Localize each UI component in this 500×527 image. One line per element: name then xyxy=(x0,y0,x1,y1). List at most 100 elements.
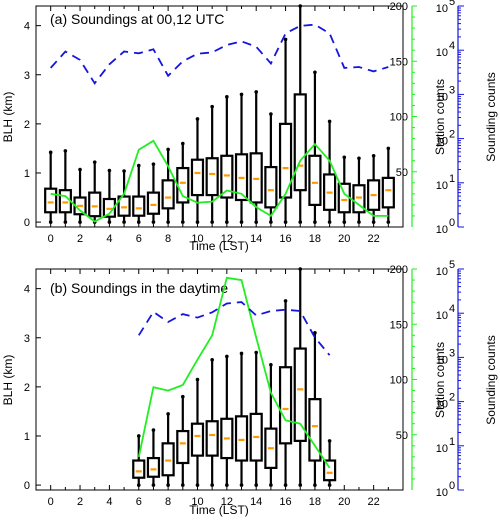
panel-b-whisker-cap-upper xyxy=(151,428,156,432)
panel-a-station-tick-label: 200 xyxy=(390,1,408,13)
panel-a-whisker-cap-lower xyxy=(78,220,82,224)
panel-b-whisker-cap-upper xyxy=(166,412,170,416)
panel-b-whisker-cap-lower xyxy=(136,483,141,487)
panel-a-box xyxy=(234,153,249,202)
panel-a-whisker-cap-upper xyxy=(327,119,332,124)
panel-b-sounding-tick-exponent: 4 xyxy=(449,303,455,315)
panel-a-box xyxy=(308,154,322,207)
panel-b-whisker-cap-lower xyxy=(298,483,303,487)
panel-a-box xyxy=(161,179,175,210)
panel-a-x-tick-label: 4 xyxy=(106,233,112,245)
panel-a-whisker-cap-upper xyxy=(195,117,200,121)
panel-b-box xyxy=(146,456,161,478)
panel-b-station-tick-label: 200 xyxy=(390,264,408,276)
panel-b-sounding-tick-label: 10 xyxy=(436,443,448,455)
panel-a-whisker-cap-lower xyxy=(63,220,68,224)
panel-a-box xyxy=(190,158,205,197)
panel-b-box xyxy=(205,420,219,457)
panel-b-x-tick-label: 6 xyxy=(136,496,142,508)
panel-a-whisker-cap-lower xyxy=(386,220,391,224)
panel-b-sounding-tick-label: 10 xyxy=(436,487,448,499)
panel-a-whisker-cap-lower xyxy=(239,220,244,224)
panel-b-whisker-cap-upper xyxy=(269,362,273,367)
panel-b-x-tick-label: 0 xyxy=(48,496,54,508)
panel-b-sounding-tick-exponent: 1 xyxy=(449,436,455,448)
panel-b-x-tick-label: 8 xyxy=(165,496,171,508)
panel-a-x-tick-label: 16 xyxy=(279,233,291,245)
panel-a-whisker-cap-upper xyxy=(151,162,156,166)
panel-a-whisker-cap-upper xyxy=(254,90,258,94)
panel-b-box xyxy=(234,415,249,462)
panel-b-whisker-cap-lower xyxy=(239,483,244,487)
panel-a-whisker-cap-upper xyxy=(298,4,303,8)
panel-b-whisker-cap-upper xyxy=(254,350,258,355)
panel-a-y-axis-label: BLH (km) xyxy=(1,92,15,143)
panel-a-whisker-cap-lower xyxy=(342,220,347,224)
panel-a-sounding-tick-label: 10 xyxy=(436,91,448,103)
panel-b-whisker-cap-upper xyxy=(239,351,244,356)
panel-a-whisker-cap-lower xyxy=(107,220,112,224)
panel-b-station-count-line xyxy=(137,276,331,469)
panel-a-sounding-tick-label: 10 xyxy=(436,47,448,59)
panel-b-x-tick-label: 4 xyxy=(106,496,112,508)
panel-b-whisker-cap-upper xyxy=(210,358,214,362)
panel-a-whisker-cap-upper xyxy=(225,95,229,99)
panel-a-station-axis-label: Station counts xyxy=(433,79,447,155)
panel-a-box xyxy=(264,165,278,209)
panel-a-sounding-tick-exponent: 2 xyxy=(449,129,455,141)
panel-a-sounding-tick-label: 10 xyxy=(436,3,448,15)
panel-a-whisker-cap-upper xyxy=(92,160,97,164)
panel-b-whisker-cap-upper xyxy=(313,331,317,335)
panel-a-station-count-line xyxy=(50,139,389,223)
panel-b-x-tick-label: 14 xyxy=(250,496,262,508)
panel-a-whisker-cap-lower xyxy=(122,220,126,224)
panel-a-box xyxy=(117,195,131,217)
panel-a-whisker-cap-lower xyxy=(371,220,376,224)
panel-a-whisker-cap-lower xyxy=(254,220,258,224)
panel-a-whisker-cap-lower xyxy=(151,220,156,224)
panel-b-whisker-cap-lower xyxy=(254,483,258,487)
panel-a-sounding-axis-label: Sounding counts xyxy=(484,72,498,161)
panel-b-x-tick-label: 20 xyxy=(338,496,350,508)
panel-a-x-tick-label: 22 xyxy=(368,233,380,245)
panel-a-y-tick-label: 1 xyxy=(24,168,30,180)
panel-a-whisker-cap-upper xyxy=(239,92,244,97)
panel-b-sounding-tick-label: 10 xyxy=(436,354,448,366)
panel-a-whisker-cap-lower xyxy=(313,220,317,224)
panel-b-x-axis-label: Time (LST) xyxy=(189,503,249,517)
panel-a-whisker-cap-lower xyxy=(298,220,303,224)
panel-b-whisker-cap-lower xyxy=(225,483,229,487)
panel-a-x-tick-label: 6 xyxy=(136,233,142,245)
panel-b-whisker-cap-lower xyxy=(313,483,317,487)
panel-b-whisker-cap-lower xyxy=(151,483,156,487)
panel-a-whisker-cap-lower xyxy=(195,220,200,224)
panel-a-whisker-cap-upper xyxy=(107,168,112,173)
panel-a-whisker-cap-lower xyxy=(327,220,332,224)
panel-b-whisker-cap-upper xyxy=(298,267,303,271)
panel-a-x-tick-label: 2 xyxy=(77,233,83,245)
panel-a-whisker-cap-upper xyxy=(78,167,82,172)
panel-a-box xyxy=(205,157,219,197)
panel-a-sounding-tick-label: 10 xyxy=(436,180,448,192)
panel-a-whisker-cap-upper xyxy=(371,153,376,158)
panel-a-sounding-count-line xyxy=(50,23,389,85)
panel-b-box xyxy=(132,459,146,479)
panel-b-y-tick-label: 4 xyxy=(24,284,30,296)
panel-a-plot-area: 0 2 4 6 8 10 12 14 16 18 20 22012345010015020010010… xyxy=(24,0,464,245)
panel-b-y-tick-label: 1 xyxy=(24,431,30,443)
panel-b-box xyxy=(308,398,322,462)
panel-a-box xyxy=(102,197,117,218)
panel-a-whisker-cap-upper xyxy=(136,163,141,168)
panel-b-x-tick-label: 16 xyxy=(279,496,291,508)
panel-a-sounding-tick-exponent: 3 xyxy=(449,84,455,96)
panel-a-whisker-cap-lower xyxy=(136,220,141,224)
panel-a-station-tick-label: 150 xyxy=(390,56,408,68)
panel-a-y-tick-label: 0 xyxy=(24,217,30,229)
panel-b-whisker-cap-upper xyxy=(181,394,185,399)
panel-a-whisker-cap-upper xyxy=(166,147,170,152)
panel-b: (b) Soundings in the daytime Time (LST) … xyxy=(1,259,498,517)
panel-a-sounding-tick-exponent: 5 xyxy=(449,0,455,8)
panel-a-whisker-cap-upper xyxy=(122,169,126,173)
panel-b-y-tick-label: 0 xyxy=(24,480,30,492)
